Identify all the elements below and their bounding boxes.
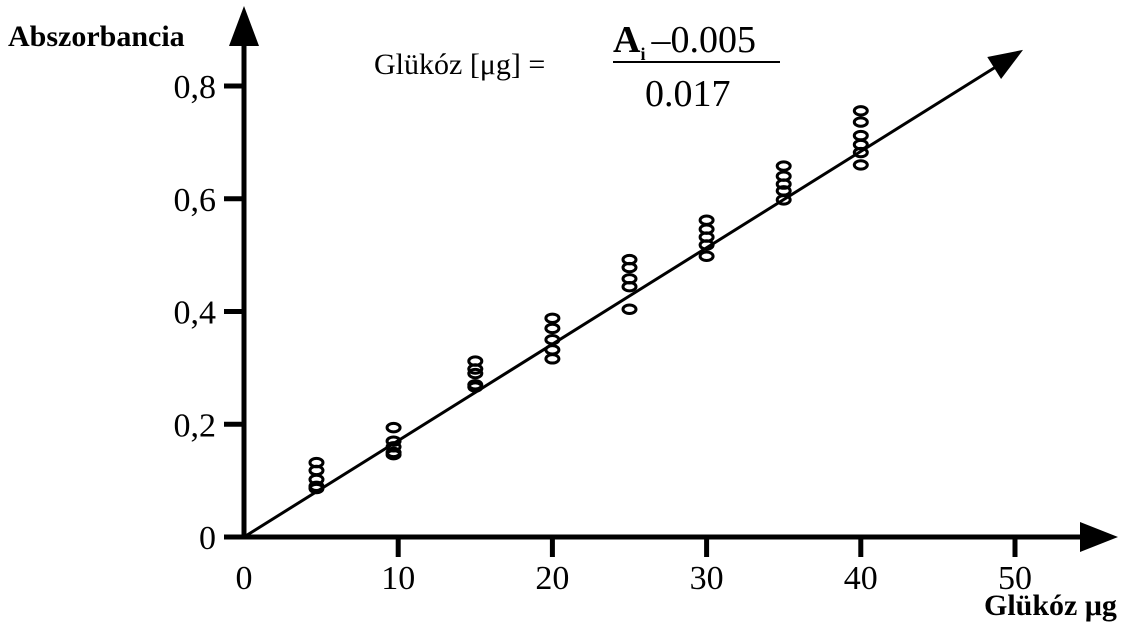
data-point	[852, 129, 869, 142]
data-point	[385, 421, 402, 434]
data-point	[621, 280, 638, 293]
data-point	[544, 353, 561, 365]
data-point	[775, 185, 792, 197]
data-point	[698, 239, 715, 251]
x-tick-label: 10	[381, 560, 415, 597]
x-tick-label: 0	[236, 560, 253, 597]
data-point	[385, 448, 402, 461]
data-point	[775, 160, 792, 172]
y-tick-label: 0,4	[174, 295, 217, 332]
fit-line-group	[243, 49, 1024, 539]
data-point	[852, 146, 869, 159]
data-point	[698, 250, 715, 262]
x-tick-label: 50	[998, 560, 1032, 597]
data-point	[852, 159, 869, 171]
x-axis-arrowhead	[1080, 522, 1118, 552]
formula-numerator-subscript: i	[640, 44, 645, 64]
x-tick-label: 40	[844, 560, 878, 597]
data-point	[308, 482, 325, 495]
data-points	[308, 105, 869, 495]
formula-numerator-rest: –0.005	[650, 19, 756, 61]
data-point	[467, 363, 484, 375]
fit-line	[243, 61, 1004, 539]
y-tick-label: 0,6	[174, 182, 217, 219]
ticks: 0 10 20 30 40 50 0 0,2 0,4 0,6 0,8	[174, 69, 1033, 597]
formula: Glükóz [μg] = Ai –0.005 0.017	[374, 19, 780, 115]
data-point	[385, 435, 402, 447]
fit-line-arrowhead	[987, 49, 1024, 79]
data-point	[852, 116, 869, 128]
data-point	[775, 178, 792, 190]
y-tick-label: 0	[199, 520, 216, 557]
y-axis-title: Abszorbancia	[8, 20, 185, 53]
formula-numerator-symbol: A	[613, 19, 641, 61]
data-point	[308, 464, 325, 477]
x-axis-title: Glükóz μg	[984, 589, 1117, 622]
data-point	[621, 261, 638, 274]
x-tick-label: 20	[535, 560, 569, 597]
data-point	[544, 333, 561, 346]
data-point	[544, 312, 561, 324]
data-point	[852, 105, 869, 117]
data-point	[775, 194, 792, 206]
y-tick-label: 0,8	[174, 69, 217, 106]
data-point	[467, 381, 484, 393]
data-point	[698, 214, 715, 226]
x-tick-label: 30	[690, 560, 724, 597]
data-point	[544, 344, 561, 356]
data-point	[621, 303, 638, 315]
y-axis-arrowhead	[229, 6, 259, 46]
formula-denominator: 0.017	[645, 73, 731, 115]
formula-numerator: Ai –0.005	[613, 19, 756, 64]
data-point	[467, 367, 484, 380]
axes	[229, 6, 1118, 552]
y-tick-label: 0,2	[174, 407, 217, 444]
formula-lhs: Glükóz [μg] =	[374, 48, 545, 81]
data-point	[544, 322, 561, 335]
